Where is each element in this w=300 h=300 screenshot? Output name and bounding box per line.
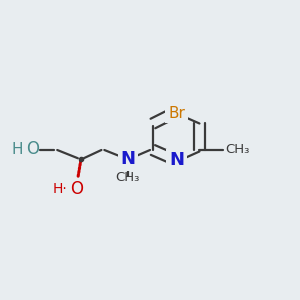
Text: N: N bbox=[120, 150, 135, 168]
Text: CH₃: CH₃ bbox=[116, 171, 140, 184]
Text: N: N bbox=[169, 151, 184, 169]
Text: O: O bbox=[26, 140, 39, 158]
Text: H·: H· bbox=[52, 182, 67, 196]
Text: H: H bbox=[11, 142, 23, 157]
Text: O: O bbox=[70, 180, 83, 198]
Text: N: N bbox=[120, 150, 135, 168]
Text: Br: Br bbox=[168, 106, 185, 121]
Text: CH₃: CH₃ bbox=[225, 143, 250, 157]
